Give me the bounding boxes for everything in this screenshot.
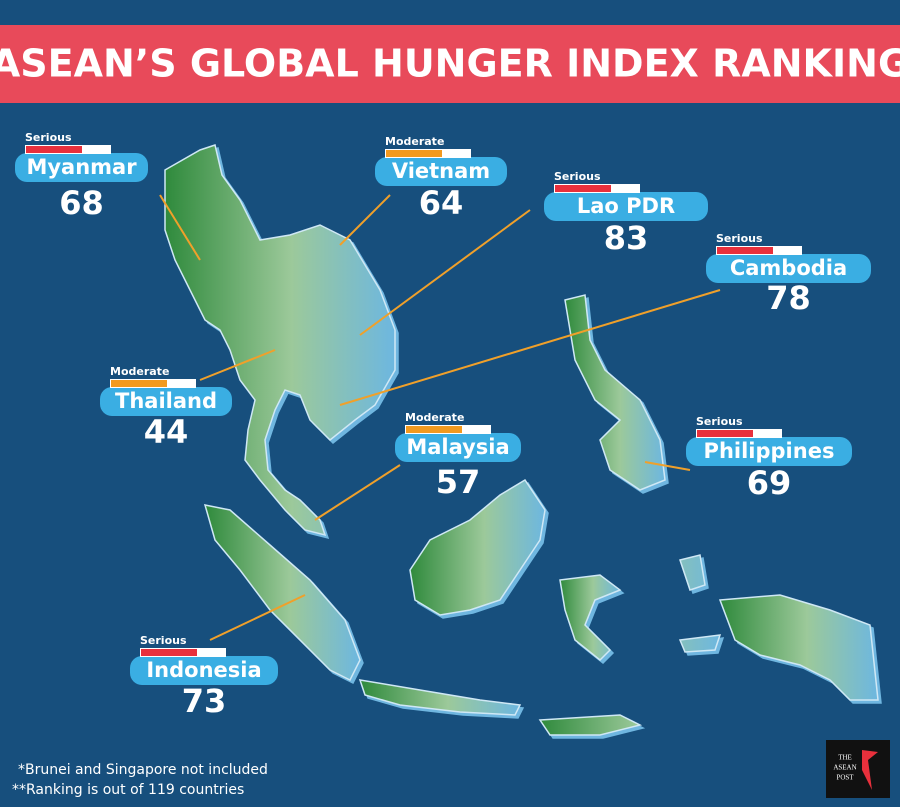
status: Serious <box>140 634 187 647</box>
country-name: Indonesia <box>146 658 261 682</box>
country-name: Thailand <box>115 389 217 413</box>
sumatra <box>203 504 361 682</box>
status-bar-fill <box>406 426 462 433</box>
footnote: *Brunei and Singapore not included <box>18 762 268 778</box>
status: Moderate <box>405 411 464 424</box>
java <box>358 679 522 716</box>
title-band <box>0 25 900 103</box>
leader-line <box>359 209 531 336</box>
leader-line <box>199 349 276 381</box>
sulawesi <box>559 574 622 662</box>
country-name: Malaysia <box>406 435 509 459</box>
name-pill <box>544 192 708 221</box>
status: Serious <box>696 415 743 428</box>
logo-text: ASEAN <box>833 764 856 772</box>
rank: 78 <box>766 279 811 317</box>
status-bar-fill <box>386 150 442 157</box>
map <box>164 144 879 736</box>
leader-line <box>644 461 691 471</box>
status: Serious <box>716 232 763 245</box>
name-pill <box>375 157 507 186</box>
philippines <box>564 294 666 491</box>
name-pill <box>395 433 521 462</box>
name-pill <box>130 656 278 685</box>
rank: 57 <box>436 463 481 501</box>
logo-bird <box>862 750 878 790</box>
footnote: **Ranking is out of 119 countries <box>12 782 244 798</box>
name-pill <box>100 387 232 416</box>
leader-line <box>209 594 306 641</box>
country-name: Cambodia <box>730 256 847 280</box>
new-guinea <box>718 594 879 701</box>
status-bar-fill <box>26 146 82 153</box>
status: Moderate <box>110 365 169 378</box>
status-bar-fill <box>141 649 197 656</box>
rank: 44 <box>144 413 189 451</box>
status: Serious <box>554 170 601 183</box>
leader-line <box>159 194 201 261</box>
status-bar-fill <box>111 380 167 387</box>
rank: 64 <box>419 184 464 222</box>
logo-box <box>826 740 890 798</box>
rank: 68 <box>59 184 104 222</box>
country-name: Lao PDR <box>577 194 675 218</box>
title: ASEAN’S GLOBAL HUNGER INDEX RANKING <box>0 42 900 86</box>
country-name: Philippines <box>704 439 835 463</box>
rank: 69 <box>747 464 792 502</box>
borneo <box>409 478 546 616</box>
status: Serious <box>25 131 72 144</box>
leader-line <box>339 194 391 246</box>
leader-line <box>314 464 401 521</box>
country-name: Myanmar <box>26 155 137 179</box>
rank: 73 <box>182 682 227 720</box>
logo-text: THE <box>838 754 852 762</box>
status: Moderate <box>385 135 444 148</box>
name-pill <box>15 153 148 182</box>
name-pill <box>686 437 852 466</box>
leader-line <box>339 289 721 406</box>
status-bar-fill <box>697 430 753 437</box>
logo-text: POST <box>836 774 854 782</box>
name-pill <box>706 254 871 283</box>
country-name: Vietnam <box>392 159 490 183</box>
status-bar-fill <box>717 247 773 254</box>
status-bar-fill <box>555 185 611 192</box>
islands <box>538 554 722 736</box>
rank: 83 <box>604 219 649 257</box>
